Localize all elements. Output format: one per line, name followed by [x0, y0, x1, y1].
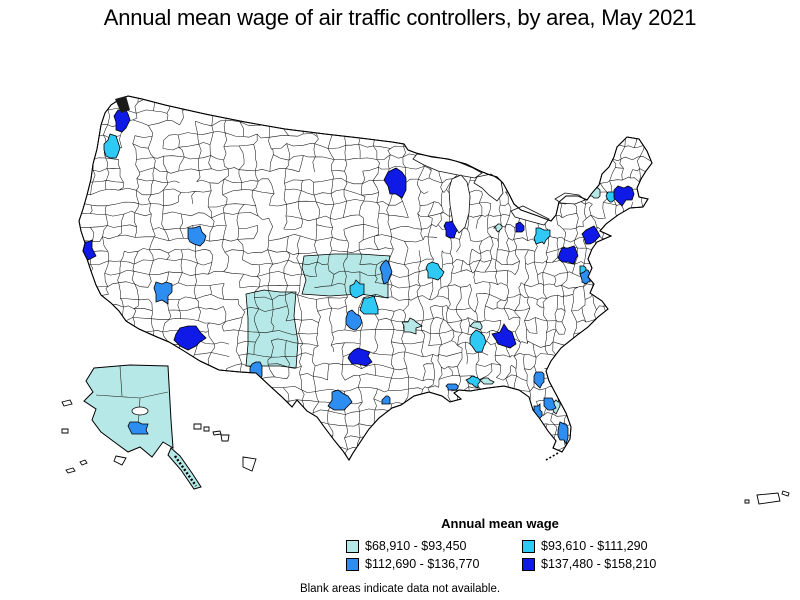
map-area-minneapolis — [383, 167, 407, 199]
map-area-little-rock — [401, 317, 423, 335]
legend-item-class-3: $112,690 - $136,770 — [346, 557, 522, 571]
map-area-phoenix — [173, 325, 207, 351]
map-area-wichita — [349, 279, 365, 299]
map-area-pensacola — [465, 375, 481, 389]
map-area-salt-lake-city — [187, 225, 207, 247]
map-area-miami — [557, 421, 569, 446]
map-area-cleveland — [515, 221, 525, 233]
florida-keys — [545, 452, 559, 461]
map-area-pittsburgh — [533, 227, 551, 245]
map-area-south-bend — [493, 223, 503, 233]
alaska-inset — [61, 364, 202, 490]
map-area-portland-or — [103, 133, 121, 159]
map-area-anchorage — [127, 421, 149, 435]
map-area-birmingham — [469, 329, 487, 353]
map-area-orlando — [543, 397, 557, 411]
great-lakes — [412, 153, 586, 234]
map-area-dallas-fort-worth — [347, 347, 373, 367]
legend-label-class-2: $93,610 - $111,290 — [541, 539, 648, 553]
map-area-huntsville — [469, 321, 483, 331]
puerto-rico-vieques — [781, 490, 790, 497]
alaska-wage-areas — [127, 421, 149, 435]
us-outline-stroke — [78, 95, 653, 461]
map-area-boston — [613, 185, 635, 207]
legend: Annual mean wage $68,910 - $93,450 $93,6… — [320, 516, 680, 571]
legend-title: Annual mean wage — [441, 516, 559, 531]
puget-sound-islands — [115, 96, 130, 113]
legend-swatch-class-4 — [522, 557, 535, 571]
lake-michigan — [448, 174, 471, 234]
legend-label-class-4: $137,480 - $158,210 — [541, 557, 657, 571]
map-area-new-york — [581, 225, 601, 245]
puerto-rico-mona — [744, 499, 750, 504]
map-area-atlanta — [491, 323, 517, 349]
alaska-lake — [131, 406, 149, 416]
page-title: Annual mean wage of air traffic controll… — [103, 5, 697, 30]
alaska — [83, 364, 174, 458]
map-area-tulsa — [359, 295, 379, 315]
map-area-kansas-city — [379, 259, 393, 285]
map-area-norfolk — [579, 269, 591, 285]
legend-label-class-3: $112,690 - $136,770 — [365, 557, 480, 571]
map-area-washington-dc — [557, 245, 579, 265]
map-area-new-orleans — [445, 383, 459, 391]
hawaii-inset — [193, 423, 257, 472]
map-area-oklahoma-city — [345, 309, 363, 331]
map-area-san-antonio — [327, 389, 353, 411]
map-area-el-paso — [249, 361, 263, 383]
legend-label-class-1: $68,910 - $93,450 — [365, 539, 467, 553]
map-area-las-vegas — [153, 281, 173, 305]
alaska-islands — [61, 399, 127, 474]
footnote: Blank areas indicate data not available. — [299, 583, 501, 595]
alaska-panhandle — [167, 447, 202, 490]
legend-grid: $68,910 - $93,450 $93,610 - $111,290 $11… — [320, 539, 680, 571]
map-area-jacksonville — [533, 371, 545, 389]
hawaii-oahu — [203, 426, 210, 432]
hawaii-maui — [220, 434, 230, 442]
puerto-rico — [756, 492, 781, 505]
map-area-houston — [381, 395, 391, 405]
puerto-rico-inset — [744, 490, 790, 505]
map-area-burlington — [591, 159, 603, 177]
map-area-tallahassee — [479, 377, 495, 385]
legend-swatch-class-1 — [346, 539, 359, 553]
hawaii-molokai — [212, 430, 222, 436]
legend-swatch-class-2 — [522, 539, 535, 553]
legend-item-class-1: $68,910 - $93,450 — [346, 539, 522, 553]
legend-item-class-4: $137,480 - $158,210 — [522, 557, 680, 571]
legend-swatch-class-3 — [346, 557, 359, 571]
hawaii-big-island — [242, 456, 257, 472]
hawaii-kauai — [193, 423, 202, 430]
legend-item-class-2: $93,610 - $111,290 — [522, 539, 680, 553]
lake-erie — [510, 205, 550, 226]
map-area-st-louis — [425, 261, 445, 281]
map-area-kansas — [301, 253, 391, 299]
